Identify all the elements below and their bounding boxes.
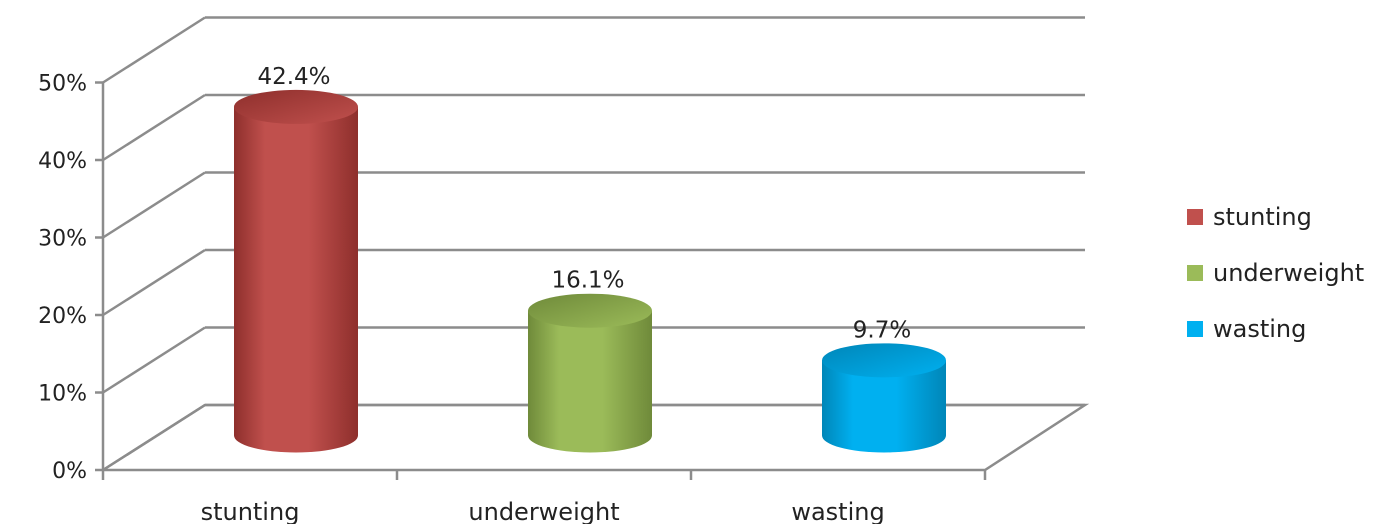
legend-swatch bbox=[1187, 209, 1203, 225]
gridline-side bbox=[102, 326, 206, 394]
bar-body bbox=[234, 106, 358, 453]
bar-wasting bbox=[822, 343, 946, 453]
bar-top bbox=[528, 293, 652, 328]
y-tick-label: 0% bbox=[52, 459, 87, 484]
bar-top bbox=[234, 89, 358, 124]
legend-item-underweight: underweight bbox=[1187, 259, 1364, 287]
legend: stunting underweight wasting bbox=[1187, 203, 1364, 343]
gridline-side bbox=[102, 93, 206, 162]
legend-swatch bbox=[1187, 265, 1203, 281]
gridline-side bbox=[102, 16, 206, 84]
y-tick-label: 30% bbox=[38, 227, 87, 252]
x-tick-label-wasting: wasting bbox=[791, 498, 884, 524]
axes bbox=[95, 81, 987, 480]
bar-underweight bbox=[528, 293, 652, 453]
legend-label: wasting bbox=[1213, 315, 1306, 343]
y-tick-label: 20% bbox=[38, 304, 87, 329]
legend-label: stunting bbox=[1213, 203, 1312, 231]
bars bbox=[234, 89, 946, 453]
gridline-side bbox=[102, 403, 206, 472]
legend-label: underweight bbox=[1213, 259, 1364, 287]
gridline-side bbox=[102, 248, 206, 317]
y-axis-tick-labels: 0% 10% 20% 30% 40% 50% bbox=[38, 72, 87, 485]
x-tick-label-stunting: stunting bbox=[201, 498, 300, 524]
legend-swatch bbox=[1187, 321, 1203, 337]
y-tick-label: 50% bbox=[38, 72, 87, 97]
bar-body bbox=[822, 360, 946, 453]
legend-item-stunting: stunting bbox=[1187, 203, 1312, 231]
x-tick-label-underweight: underweight bbox=[468, 498, 619, 524]
y-tick-label: 40% bbox=[38, 149, 87, 174]
x-axis-tick-labels: stunting underweight wasting bbox=[201, 498, 885, 524]
data-label-wasting: 9.7% bbox=[853, 317, 911, 343]
bar-stunting bbox=[234, 89, 358, 453]
bar-top bbox=[822, 343, 946, 378]
data-label-underweight: 16.1% bbox=[551, 268, 624, 294]
gridline-side bbox=[102, 171, 206, 239]
data-label-stunting: 42.4% bbox=[257, 64, 330, 90]
data-labels: 42.4% 16.1% 9.7% bbox=[257, 64, 911, 343]
y-tick-label: 10% bbox=[38, 382, 87, 407]
bar-body bbox=[528, 310, 652, 453]
legend-item-wasting: wasting bbox=[1187, 315, 1306, 343]
